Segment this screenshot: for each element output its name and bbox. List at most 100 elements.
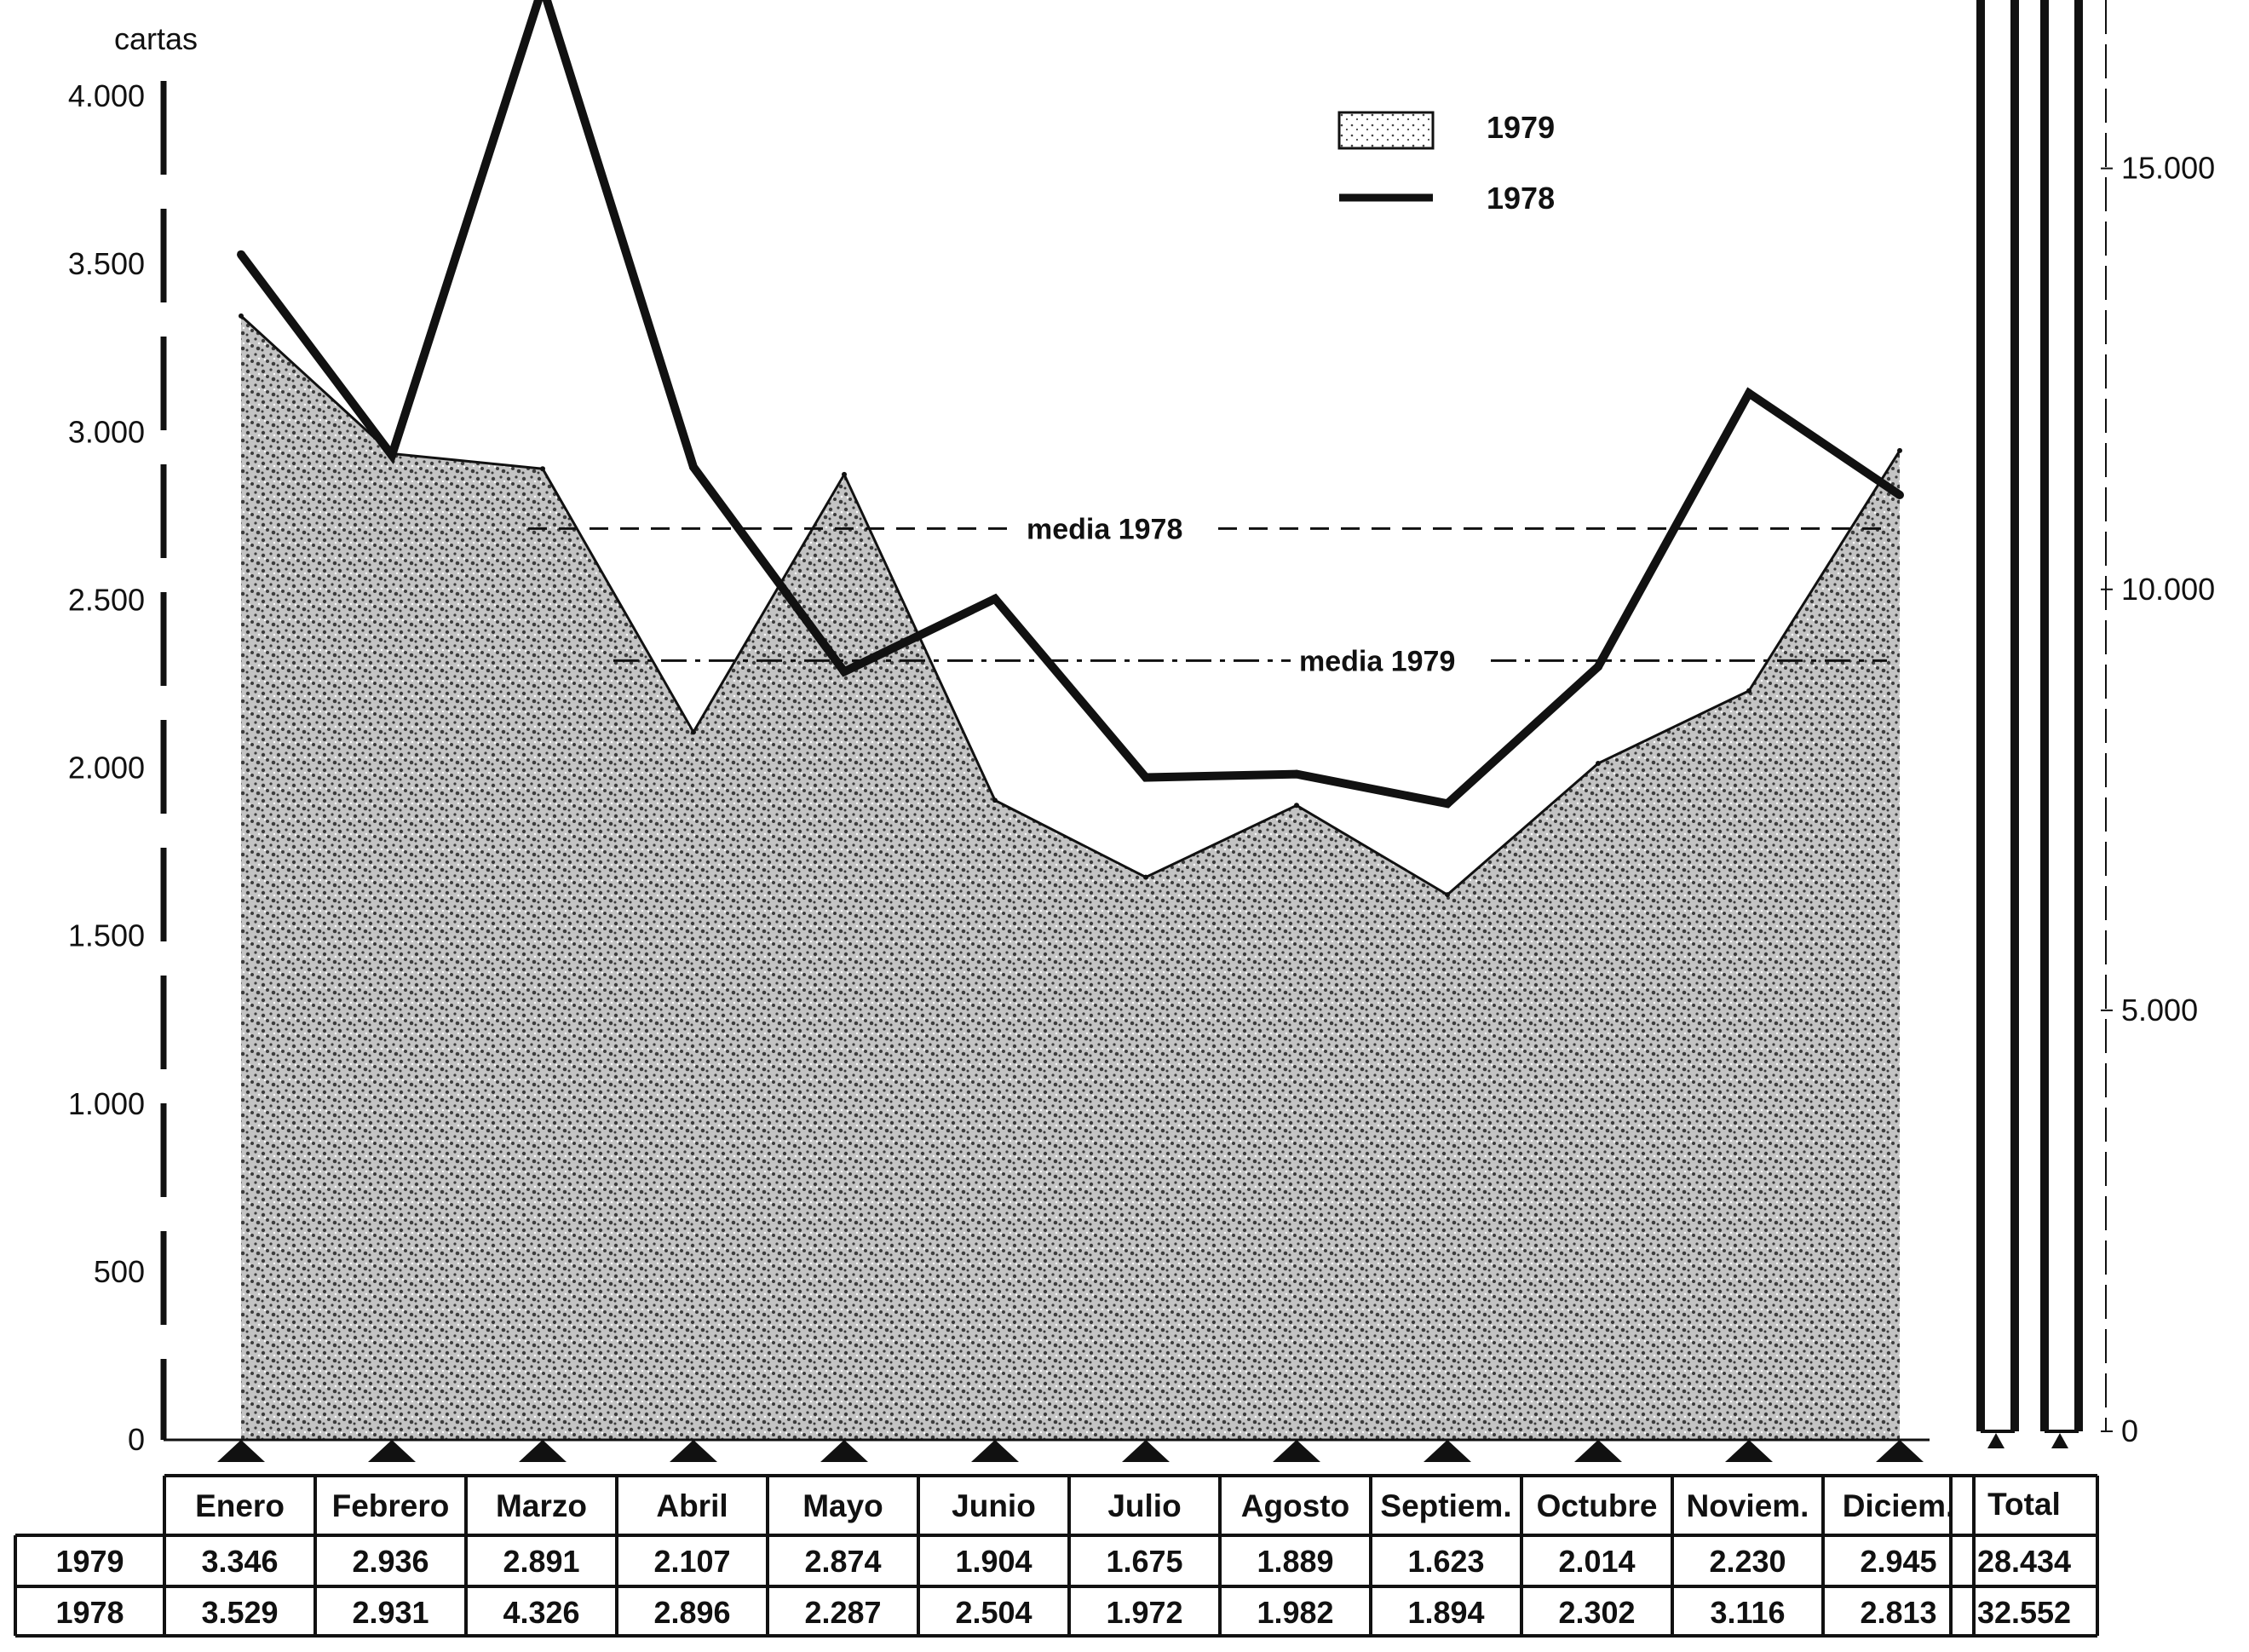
- point-1979: [691, 729, 696, 735]
- table-cell: 2.302: [1558, 1595, 1635, 1630]
- month-marker: [1725, 1440, 1773, 1462]
- legend: 1979 1978: [1337, 110, 1555, 216]
- point-1979: [1746, 688, 1751, 694]
- table-cell: 1.894: [1407, 1595, 1484, 1630]
- y-tick-label: 1.500: [68, 918, 145, 953]
- point-1978: [991, 594, 999, 603]
- table-cell: 2.931: [352, 1595, 429, 1630]
- y-tick-label: 1.000: [68, 1086, 145, 1121]
- table-cell: 2.107: [653, 1544, 730, 1579]
- point-1978: [840, 667, 848, 676]
- point-1978: [1142, 773, 1150, 782]
- table-header-cell: Mayo: [802, 1488, 883, 1523]
- y-tick-label: 3.000: [68, 414, 145, 449]
- table-cell: 1.675: [1106, 1544, 1182, 1579]
- table-cell: 2.504: [955, 1595, 1032, 1630]
- table-header-cell: Octubre: [1537, 1488, 1658, 1523]
- y-tick-label: 2.000: [68, 751, 145, 786]
- y2-tick-label: 15.000: [2121, 151, 2215, 186]
- y2-tick-label: 5.000: [2121, 993, 2198, 1027]
- total-bars: [1976, 0, 2083, 1433]
- y-axis-title: cartas: [114, 21, 198, 56]
- table-header-cell: Junio: [952, 1488, 1036, 1523]
- table-row-label: 1978: [55, 1595, 124, 1630]
- month-marker: [820, 1440, 868, 1462]
- area-1979-fill: [241, 315, 1900, 1441]
- table-cell: 2.874: [804, 1544, 881, 1579]
- mean-1978-label: media 1978: [1027, 513, 1182, 545]
- point-1978: [689, 463, 698, 472]
- point-1979: [992, 797, 998, 803]
- table-cell: 2.945: [1860, 1544, 1936, 1579]
- total-marker: [2051, 1433, 2068, 1448]
- point-1979: [1143, 874, 1148, 880]
- point-1979: [1897, 447, 1902, 453]
- mean-1979-label: media 1979: [1299, 645, 1455, 677]
- point-1978: [1292, 769, 1301, 779]
- table-header-cell: Abril: [656, 1488, 728, 1523]
- table-cell: 2.287: [804, 1595, 881, 1630]
- month-marker: [1424, 1440, 1471, 1462]
- month-marker: [670, 1440, 717, 1462]
- table-cell: 1.889: [1257, 1544, 1333, 1579]
- month-marker: [971, 1440, 1019, 1462]
- point-1978: [237, 250, 245, 259]
- legend-swatch-1979: [1337, 111, 1435, 150]
- mean-lines: media 1978 media 1979: [528, 513, 1887, 677]
- month-marker: [1122, 1440, 1170, 1462]
- data-table: Enero Febrero Marzo Abril Mayo Junio Julio Agos…: [14, 1474, 2099, 1638]
- table-header-cell: Diciem.: [1843, 1488, 1955, 1523]
- y-tick-label: 0: [128, 1422, 145, 1457]
- table-header-cell: Enero: [195, 1488, 285, 1523]
- table-total-cell: 28.434: [1977, 1544, 2071, 1579]
- table-cell: 2.813: [1860, 1595, 1936, 1630]
- y-tick-label: 2.500: [68, 582, 145, 617]
- point-1978: [1895, 490, 1904, 499]
- right-axis: 15.000 10.000 5.000 0: [2101, 0, 2215, 1448]
- table-cell: 1.623: [1407, 1544, 1484, 1579]
- point-1979: [1596, 760, 1601, 766]
- month-markers: [217, 1433, 2068, 1462]
- table-cell: 2.891: [503, 1544, 579, 1579]
- point-1978: [1594, 662, 1602, 671]
- area-1979-edge: [239, 314, 1901, 896]
- total-marker: [1987, 1433, 2005, 1448]
- month-marker: [1273, 1440, 1320, 1462]
- point-1978: [1745, 389, 1753, 398]
- table-header-cell: Febrero: [332, 1488, 450, 1523]
- legend-label-1978: 1978: [1487, 181, 1555, 216]
- table-header-cell: Agosto: [1241, 1488, 1349, 1523]
- y-tick-labels: 4.000 3.500 3.000 2.500 2.000 1.500 1.000 500 0: [68, 78, 145, 1457]
- point-1979: [540, 466, 545, 472]
- point-1979: [842, 471, 847, 477]
- table-cell: 1.904: [955, 1544, 1032, 1579]
- point-1978: [388, 451, 396, 460]
- table-header-cell: Marzo: [496, 1488, 587, 1523]
- series-1978-line: [237, 0, 1904, 809]
- table-row-label: 1979: [55, 1544, 124, 1579]
- table-cell: 1.982: [1257, 1595, 1333, 1630]
- month-marker: [368, 1440, 416, 1462]
- y2-tick-label: 10.000: [2121, 572, 2215, 607]
- month-marker: [217, 1440, 265, 1462]
- y2-tick-label: 0: [2121, 1413, 2138, 1448]
- y-tick-label: 4.000: [68, 78, 145, 113]
- table-cell: 3.529: [201, 1595, 278, 1630]
- point-1978: [1443, 799, 1452, 809]
- table-header-cell: Noviem.: [1687, 1488, 1809, 1523]
- series-1979-area: [239, 313, 1902, 1441]
- point-1979: [1445, 892, 1450, 898]
- table-header-total: Total: [1987, 1487, 2061, 1522]
- table-cell: 3.346: [201, 1544, 278, 1579]
- point-1979: [239, 313, 244, 319]
- table-cell: 4.326: [503, 1595, 579, 1630]
- point-1979: [1294, 803, 1299, 809]
- table-cell: 2.896: [653, 1595, 730, 1630]
- table-cell: 2.230: [1709, 1544, 1786, 1579]
- table-total-cell: 32.552: [1977, 1595, 2071, 1630]
- month-marker: [1876, 1440, 1924, 1462]
- table-cell: 2.014: [1558, 1544, 1635, 1579]
- table-header-cell: Julio: [1107, 1488, 1181, 1523]
- month-marker: [1574, 1440, 1622, 1462]
